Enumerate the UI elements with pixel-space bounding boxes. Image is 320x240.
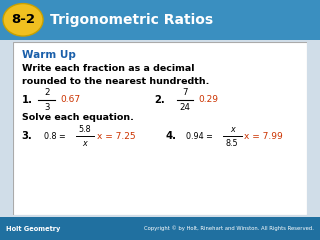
Text: 0.8 =: 0.8 = [44, 132, 66, 141]
Text: 8.5: 8.5 [226, 138, 238, 148]
FancyBboxPatch shape [13, 42, 307, 215]
Text: 1.: 1. [22, 95, 33, 105]
Text: 3.: 3. [22, 131, 32, 141]
Text: 8-2: 8-2 [11, 13, 35, 26]
Text: 5.8: 5.8 [79, 125, 91, 134]
Text: Holt Geometry: Holt Geometry [6, 226, 61, 232]
Text: Solve each equation.: Solve each equation. [22, 113, 133, 122]
Text: x = 7.99: x = 7.99 [244, 132, 283, 141]
Text: 0.67: 0.67 [60, 95, 80, 104]
Text: rounded to the nearest hundredth.: rounded to the nearest hundredth. [22, 77, 209, 86]
Text: x = 7.25: x = 7.25 [97, 132, 136, 141]
FancyBboxPatch shape [0, 0, 320, 40]
Text: 2: 2 [44, 88, 49, 97]
Ellipse shape [3, 4, 43, 36]
FancyBboxPatch shape [0, 217, 320, 240]
Text: Trigonometric Ratios: Trigonometric Ratios [50, 13, 213, 27]
Text: Copyright © by Holt, Rinehart and Winston. All Rights Reserved.: Copyright © by Holt, Rinehart and Winsto… [144, 226, 314, 231]
Text: Warm Up: Warm Up [22, 50, 76, 60]
Text: 4.: 4. [166, 131, 177, 141]
Text: Write each fraction as a decimal: Write each fraction as a decimal [22, 64, 194, 73]
Text: 24: 24 [180, 103, 190, 112]
Text: 0.94 =: 0.94 = [187, 132, 213, 141]
Text: x: x [83, 138, 87, 148]
Text: x: x [230, 125, 235, 134]
Text: 0.29: 0.29 [198, 95, 218, 104]
Text: 2.: 2. [154, 95, 165, 105]
Text: 3: 3 [44, 103, 49, 112]
Text: 7: 7 [182, 88, 188, 97]
